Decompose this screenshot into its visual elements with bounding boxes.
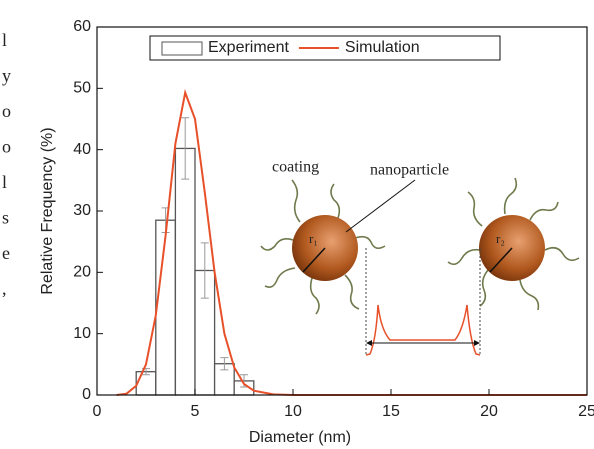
line — [116, 88, 587, 396]
coating-label: coating — [272, 159, 319, 176]
histogram-bar — [174, 147, 196, 396]
radius-label: r₂ — [496, 231, 505, 246]
error-bar — [220, 357, 229, 371]
margin-text: s — [2, 208, 9, 228]
y-tick-label: 0 — [82, 386, 91, 403]
x-tick-label: 15 — [382, 403, 400, 420]
error-bar — [181, 117, 190, 180]
y-tick-label: 50 — [73, 80, 91, 97]
x-tick-label: 25 — [578, 403, 594, 420]
histogram-bar — [155, 219, 177, 396]
y-tick-label: 20 — [73, 264, 91, 281]
plot-area — [116, 88, 587, 396]
y-tick-label: 60 — [73, 18, 91, 35]
margin-text: , — [2, 279, 7, 299]
y-tick-label: 30 — [73, 202, 91, 219]
x-tick-label: 5 — [191, 403, 200, 420]
y-tick-label: 40 — [73, 141, 91, 158]
nanoparticle-label: nanoparticle — [370, 162, 449, 179]
error-bar — [200, 242, 209, 299]
margin-text: y — [2, 66, 11, 86]
margin-text: e — [2, 243, 10, 263]
y-tick-label: 10 — [73, 325, 91, 342]
inset-diagram: coating nanoparticle r₁ r₂ — [260, 159, 580, 356]
legend-label: Simulation — [345, 39, 420, 56]
legend-label: Experiment — [208, 39, 289, 56]
x-tick-label: 0 — [93, 403, 102, 420]
margin-text: l — [2, 172, 7, 192]
legend: Experiment Simulation — [149, 35, 501, 61]
margin-text: l — [2, 30, 7, 50]
legend-swatch — [161, 41, 203, 56]
radius-label: r₁ — [309, 231, 318, 246]
x-tick-label: 20 — [480, 403, 498, 420]
x-axis-label: Diameter (nm) — [249, 429, 351, 446]
margin-text: o — [2, 101, 11, 121]
y-axis-label: Relative Frequency (%) — [39, 127, 56, 294]
margin-text: o — [2, 137, 11, 157]
x-tick-label: 10 — [284, 403, 302, 420]
